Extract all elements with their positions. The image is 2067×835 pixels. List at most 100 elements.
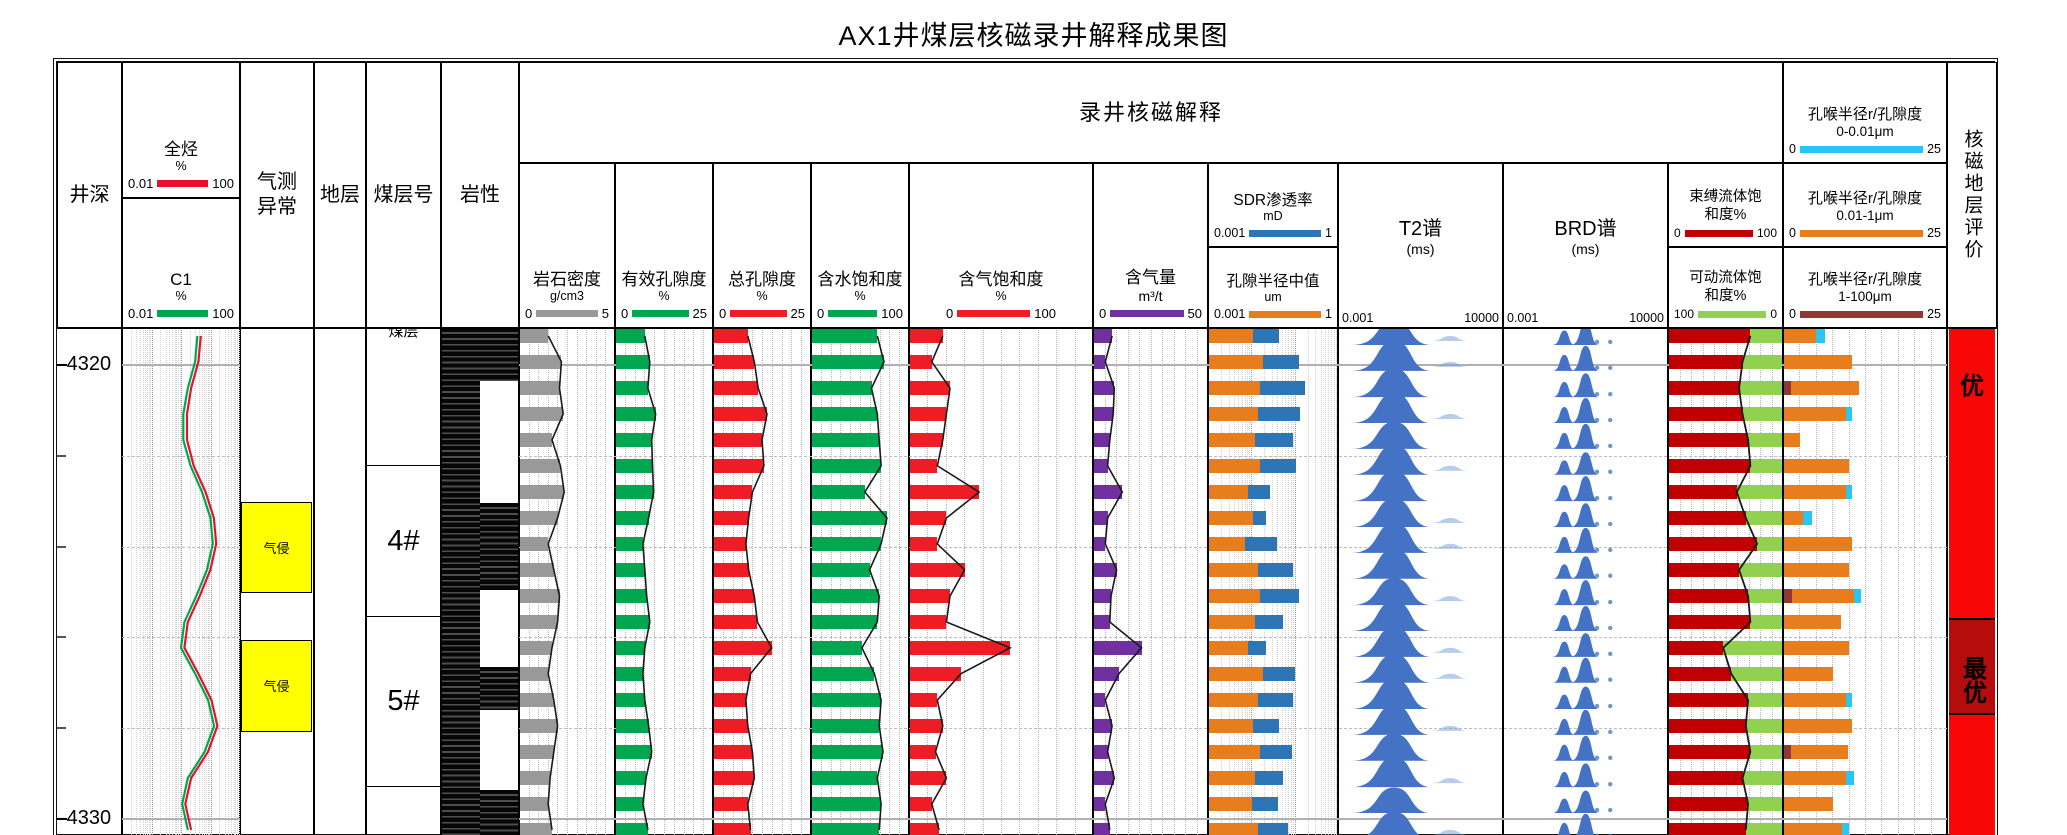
t2-spectrum	[1351, 421, 1432, 449]
depth-major-tick	[57, 818, 67, 820]
tot_por-bar	[714, 381, 759, 396]
track-title: 孔喉半径r/孔隙度	[1807, 190, 1923, 208]
scale-max: 1	[1325, 307, 1332, 321]
sdr-perm-bar	[1255, 615, 1284, 629]
sdr-perm-bar	[1255, 432, 1294, 447]
pore-radius-bar	[1209, 328, 1254, 343]
column-line	[1946, 64, 1948, 835]
t2-spectrum-tail	[1428, 414, 1469, 420]
t2-spectrum	[1351, 471, 1432, 502]
depth-minor-tick	[57, 727, 66, 730]
gas_content-gridline	[1196, 328, 1198, 835]
sdr-loggrid	[1221, 328, 1222, 835]
header-tot-por: 总孔隙度 % 0 25	[713, 163, 811, 328]
bound-fluid-bar	[1669, 354, 1743, 369]
gas-loggrid	[204, 328, 205, 835]
brd-spectrum	[1552, 771, 1575, 788]
scale-max: 10000	[1629, 311, 1664, 325]
t2-spectrum	[1351, 522, 1432, 553]
water_sat-bar	[812, 693, 882, 708]
density-bar	[520, 822, 552, 835]
tot_por-gridline	[752, 328, 754, 835]
brd-spectrum	[1570, 373, 1599, 398]
column-line	[1337, 64, 1339, 835]
scale-max: 1	[1325, 226, 1332, 240]
brd-spectrum-dot	[1608, 365, 1613, 371]
scale-bar	[1249, 229, 1322, 237]
tot_por-bar	[714, 458, 764, 473]
header-seam: 煤层号	[366, 62, 441, 328]
pore-radius-bar	[1209, 718, 1254, 733]
tot_por-gridline	[762, 328, 763, 835]
brd-spectrum-dot	[1594, 417, 1600, 423]
brd-spectrum-dot	[1608, 729, 1613, 735]
seam-section: 4#	[367, 466, 440, 617]
throat-001-1-bar	[1784, 822, 1843, 835]
track-title: 含气量	[1125, 268, 1176, 288]
eff_por-bar	[616, 432, 652, 447]
page-title: AX1井煤层核磁录井解释成果图	[838, 21, 1229, 51]
brd-spectrum-dot	[1608, 625, 1613, 631]
column-line	[1092, 64, 1094, 835]
brd-spectrum-dot	[1594, 573, 1600, 578]
brd-spectrum-dot	[1594, 391, 1600, 397]
total-hc-unit: %	[175, 159, 187, 174]
sdr-perm-bar	[1247, 640, 1267, 655]
brd-spectrum	[1570, 328, 1599, 345]
density-bar	[520, 432, 552, 447]
t2-spectrum	[1351, 787, 1432, 814]
scale-bar	[1799, 145, 1924, 153]
density-bar	[520, 640, 552, 655]
gas_content-bar	[1094, 381, 1115, 396]
gas-loggrid	[198, 328, 200, 835]
brd-spectrum	[1552, 381, 1575, 398]
bound-fluid-bar	[1669, 458, 1751, 473]
water_sat-gridline	[860, 328, 861, 835]
throat-gridline	[1848, 328, 1850, 835]
scale-bar	[536, 310, 598, 317]
sdr-perm-bar	[1262, 354, 1299, 369]
scale-min: 0.01	[128, 176, 154, 191]
gas_sat-bar	[910, 354, 932, 369]
throat-001-1-bar	[1784, 771, 1846, 786]
scale-min: 0	[817, 306, 825, 321]
density-gridline	[595, 328, 597, 835]
throat-0-001-bar	[1845, 407, 1853, 421]
brd-spectrum-dot	[1594, 339, 1600, 345]
eff_por-bar	[616, 407, 656, 421]
pore-radius-bar	[1209, 640, 1248, 655]
brd-spectrum-dot	[1608, 521, 1613, 527]
eff_por-gridline	[644, 328, 646, 835]
density-gridline	[528, 328, 530, 835]
t2-spectrum	[1351, 340, 1432, 371]
column-line	[908, 64, 910, 835]
lithology-coal-left	[442, 328, 480, 835]
track-title: 岩石密度	[533, 270, 601, 289]
brd-spectrum-dot	[1608, 781, 1613, 787]
scale-bar	[1684, 229, 1753, 237]
pore-radius-bar	[1209, 407, 1258, 421]
gas-loggrid	[130, 328, 132, 835]
gas-loggrid	[189, 328, 191, 835]
sdr-loggrid	[1251, 328, 1253, 835]
gas-loggrid	[228, 328, 230, 835]
column-line	[121, 64, 123, 835]
brd-spectrum-dot	[1608, 755, 1613, 761]
header-sdr: SDR渗透率 mD 0.001 1	[1208, 163, 1338, 247]
column-line	[313, 64, 315, 835]
pore-radius-bar	[1209, 666, 1263, 681]
scale-min: 0	[1674, 226, 1681, 240]
brd-spectrum-dot	[1594, 495, 1600, 501]
density-bar	[520, 718, 558, 733]
gas_sat-bar	[910, 693, 938, 708]
water_sat-bar	[812, 615, 878, 629]
bound-fluid-bar	[1669, 589, 1749, 604]
brd-spectrum-dot	[1594, 365, 1600, 371]
throat-0-001-bar	[1803, 511, 1812, 525]
header-c1: C1 % 0.01 100	[122, 198, 240, 328]
gas_sat-gridline	[927, 328, 929, 835]
scale-max: 25	[1927, 142, 1941, 156]
scale-bar	[1110, 310, 1184, 317]
bound-fluid-bar	[1669, 485, 1737, 500]
brd-spectrum	[1552, 432, 1575, 449]
